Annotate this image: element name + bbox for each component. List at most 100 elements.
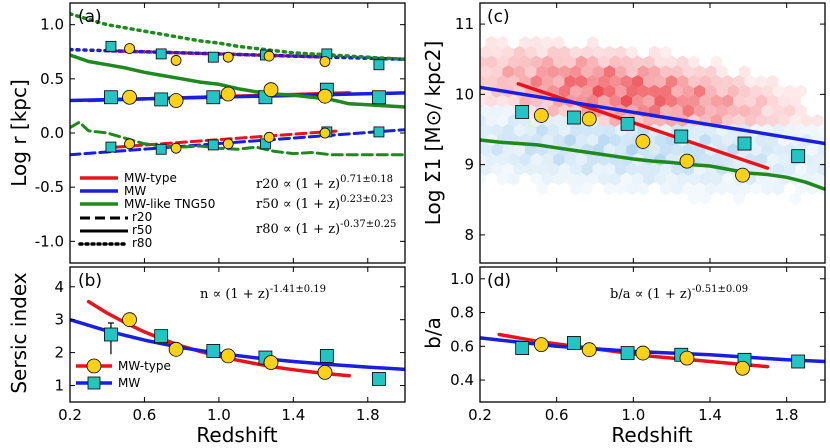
hexbin-cell bbox=[648, 143, 661, 157]
hexbin-cell bbox=[525, 45, 537, 59]
x-tick-label: 1.4 bbox=[281, 406, 305, 424]
hexbin-cell bbox=[682, 182, 694, 196]
hexbin-cell bbox=[784, 104, 796, 118]
hexbin-cell bbox=[525, 162, 537, 176]
hexbin-cell bbox=[570, 65, 582, 79]
hexbin-cell bbox=[570, 162, 582, 176]
hexbin-cell bbox=[716, 65, 728, 79]
legend-mw-type: MW-type bbox=[124, 171, 177, 185]
hexbin-cell bbox=[480, 162, 492, 176]
mw-type-circle-point bbox=[263, 50, 275, 62]
panel-c-ylabel: Log Σ1 [M⊙/ kpc2] bbox=[421, 41, 445, 226]
hexbin-cell bbox=[564, 55, 576, 69]
x-tick-label: 1.0 bbox=[621, 406, 645, 424]
hexbin-cell bbox=[677, 75, 689, 88]
hexbin-cell bbox=[733, 75, 745, 88]
hexbin-cell bbox=[553, 75, 565, 88]
hexbin-cell bbox=[536, 65, 548, 79]
hexbin-cell bbox=[536, 162, 548, 176]
mw-square-point bbox=[372, 372, 386, 386]
hexbin-cell bbox=[722, 75, 734, 88]
hexbin-cell bbox=[530, 75, 542, 88]
mw-type-circle-point bbox=[263, 131, 275, 143]
hexbin-cell bbox=[817, 162, 825, 176]
hexbin-cell bbox=[699, 94, 711, 108]
mw-square-point bbox=[373, 126, 385, 138]
y-tick-label: 0.6 bbox=[450, 337, 474, 355]
legend-r50: r50 bbox=[132, 223, 152, 237]
mw-type-circle-point bbox=[533, 337, 549, 353]
hexbin-cell bbox=[660, 182, 672, 196]
hexbin-cell bbox=[480, 172, 486, 186]
mw-square-point bbox=[620, 346, 635, 360]
hexbin-cell bbox=[496, 114, 509, 127]
hexbin-cell bbox=[755, 75, 768, 88]
hexbin-cell bbox=[519, 94, 531, 108]
hexbin-cell bbox=[772, 84, 784, 98]
hexbin-cell bbox=[710, 172, 723, 186]
hexbin-cell bbox=[738, 84, 751, 98]
hexbin-cell bbox=[564, 153, 576, 166]
hexbin-cell bbox=[558, 84, 571, 98]
hexbin-cell bbox=[660, 143, 672, 157]
y-tick-label: 0.4 bbox=[450, 371, 474, 389]
hexbin-cell bbox=[626, 162, 638, 176]
y-tick-label: -1.0 bbox=[35, 232, 64, 250]
panel-d: 0.4 0.6 0.8 1.0 0.2 0.6 1.0 1.4 1.8 (d) b/a Reds… bbox=[421, 266, 826, 447]
y-tick-label: 11 bbox=[455, 15, 474, 33]
hexbin-cell bbox=[727, 182, 739, 196]
hexbin-cell bbox=[789, 94, 801, 108]
hexbin-cell bbox=[671, 182, 683, 196]
hexbin-cell bbox=[519, 36, 531, 49]
series-line bbox=[480, 138, 825, 191]
hexbin-cell bbox=[654, 94, 666, 108]
hexbin-cell bbox=[722, 94, 734, 108]
hexbin-cell bbox=[581, 182, 593, 196]
hexbin-cell bbox=[750, 104, 762, 118]
hexbin-cell bbox=[817, 123, 825, 137]
hexbin-cell bbox=[485, 55, 497, 69]
panel-a-annotations: r20 ∝ (1 + z)0.71±0.18 r50 ∝ (1 + z)0.23±0… bbox=[256, 174, 396, 237]
mw-type-circle-point bbox=[263, 355, 279, 370]
hexbin-cell bbox=[682, 104, 694, 118]
series-line bbox=[516, 82, 770, 170]
hexbin-cell bbox=[570, 182, 582, 196]
hexbin-cell bbox=[795, 104, 807, 118]
panel-a-label: (a) bbox=[78, 7, 102, 27]
hexbin-cell bbox=[598, 94, 610, 108]
hexbin-cell bbox=[592, 84, 604, 98]
hexbin-cell bbox=[485, 153, 497, 166]
hexbin-cell bbox=[603, 182, 616, 196]
hexbin-cell bbox=[592, 45, 604, 59]
hexbin-cell bbox=[553, 172, 565, 186]
hexbin-cell bbox=[738, 104, 751, 118]
mw-type-circle-point bbox=[222, 138, 234, 150]
hexbin-cell bbox=[688, 172, 700, 186]
mw-type-circle-point bbox=[170, 142, 182, 154]
mw-type-circle-point bbox=[317, 88, 333, 104]
mw-square-point bbox=[674, 129, 689, 144]
hexbin-cell bbox=[665, 75, 677, 88]
series-line bbox=[480, 85, 825, 146]
hexbin-cell bbox=[575, 153, 587, 166]
panel-b-frame bbox=[69, 266, 406, 403]
hexbin-cell bbox=[699, 133, 711, 147]
hexbin-cell bbox=[480, 153, 486, 166]
hexbin-cell bbox=[812, 172, 824, 186]
hexbin-cell bbox=[609, 75, 621, 88]
hexbin-cell bbox=[558, 123, 571, 137]
hexbin-cell bbox=[716, 104, 728, 118]
hexbin-cell bbox=[688, 55, 700, 69]
hexbin-cell bbox=[564, 172, 576, 186]
mw-type-circle-point bbox=[581, 342, 597, 358]
hexbin-cell bbox=[643, 114, 655, 127]
hexbin-cell bbox=[626, 84, 638, 98]
hexbin-cell bbox=[772, 182, 784, 196]
hexbin-cell bbox=[750, 84, 762, 98]
panel-b: 1 2 3 4 0.2 0.6 1.0 1.4 1.8 (b) Sersic index Red… bbox=[7, 266, 406, 447]
panel-d-frame bbox=[479, 266, 826, 403]
x-tick-label: 0.6 bbox=[545, 406, 569, 424]
hexbin-cell bbox=[587, 153, 599, 166]
hexbin-cell bbox=[581, 65, 593, 79]
hexbin-cell bbox=[767, 114, 779, 127]
